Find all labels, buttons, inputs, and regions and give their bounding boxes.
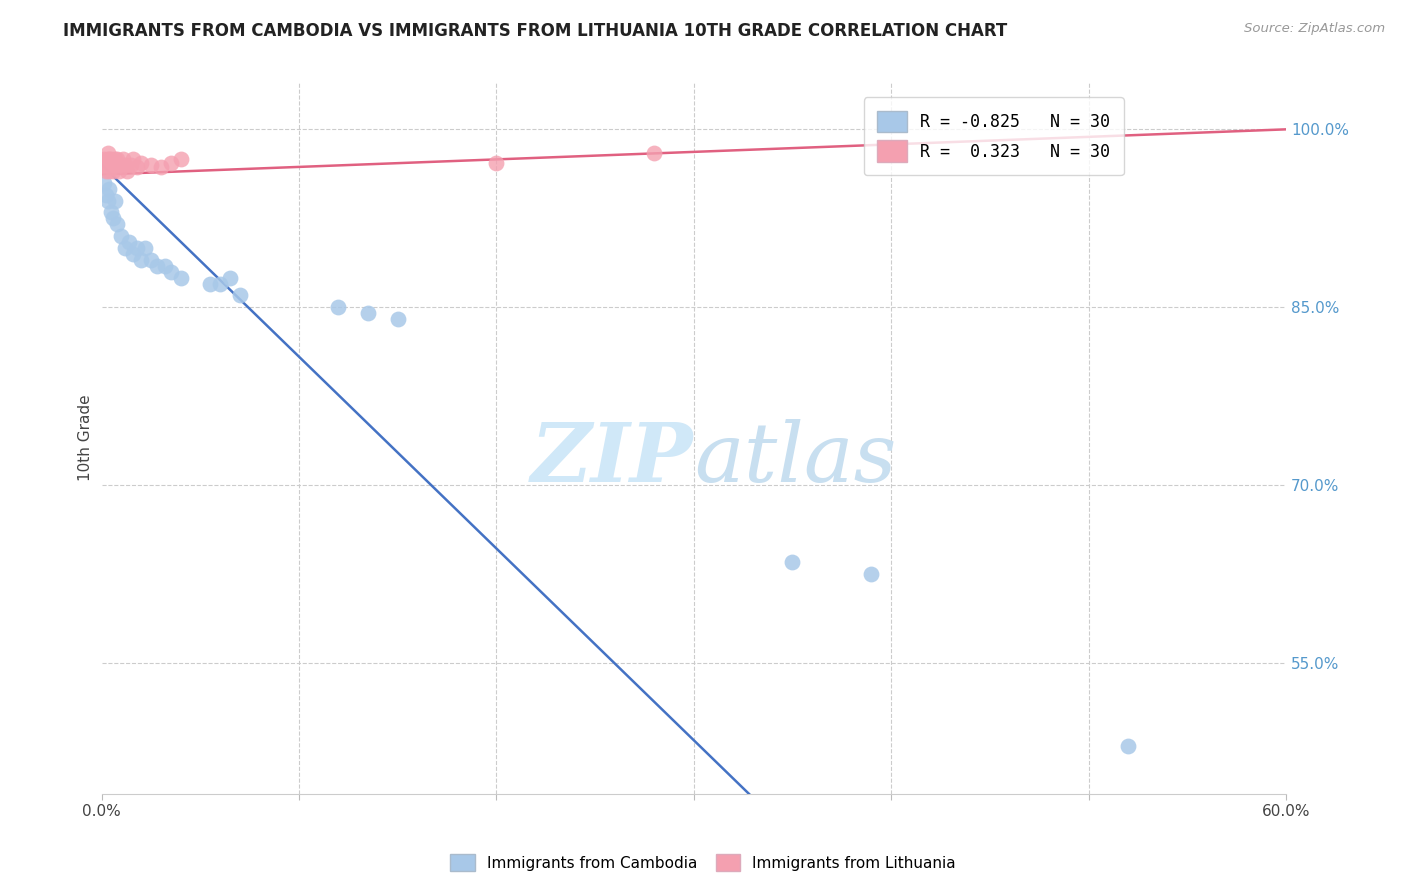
Point <box>96 152 118 166</box>
Legend: Immigrants from Cambodia, Immigrants from Lithuania: Immigrants from Cambodia, Immigrants fro… <box>444 848 962 877</box>
Point <box>122 152 145 166</box>
Point <box>110 158 132 172</box>
Point <box>98 164 121 178</box>
Point <box>100 152 122 166</box>
Point <box>93 158 115 172</box>
Point <box>198 277 221 291</box>
Point <box>139 252 162 267</box>
Point <box>98 152 121 166</box>
Point <box>219 270 242 285</box>
Point <box>169 270 191 285</box>
Point <box>357 306 380 320</box>
Text: Source: ZipAtlas.com: Source: ZipAtlas.com <box>1244 22 1385 36</box>
Point <box>105 152 128 166</box>
Point <box>485 155 508 169</box>
Text: ZIP: ZIP <box>531 419 693 500</box>
Point <box>127 161 149 175</box>
Point <box>153 259 176 273</box>
Point <box>112 152 135 166</box>
Y-axis label: 10th Grade: 10th Grade <box>79 394 93 481</box>
Legend: R = -0.825   N = 30, R =  0.323   N = 30: R = -0.825 N = 30, R = 0.323 N = 30 <box>863 97 1123 175</box>
Point <box>94 158 117 172</box>
Point <box>114 241 136 255</box>
Point <box>93 152 115 166</box>
Point <box>129 155 152 169</box>
Point <box>387 312 409 326</box>
Point <box>129 252 152 267</box>
Point <box>104 158 127 172</box>
Point <box>96 146 118 161</box>
Point <box>93 176 115 190</box>
Point <box>149 161 172 175</box>
Point <box>328 300 350 314</box>
Point <box>103 211 125 226</box>
Point <box>104 194 127 208</box>
Point <box>94 164 117 178</box>
Point <box>114 158 136 172</box>
Point <box>120 158 142 172</box>
Point <box>104 152 127 166</box>
Point <box>139 158 162 172</box>
Point <box>169 152 191 166</box>
Text: IMMIGRANTS FROM CAMBODIA VS IMMIGRANTS FROM LITHUANIA 10TH GRADE CORRELATION CHA: IMMIGRANTS FROM CAMBODIA VS IMMIGRANTS F… <box>63 22 1008 40</box>
Point <box>118 235 141 249</box>
Point <box>782 555 804 569</box>
Point <box>96 194 118 208</box>
Point <box>208 277 231 291</box>
Point <box>105 217 128 231</box>
Point <box>159 265 181 279</box>
Point <box>103 164 125 178</box>
Point <box>98 181 121 195</box>
Point <box>159 155 181 169</box>
Point <box>94 187 117 202</box>
Point <box>127 241 149 255</box>
Point <box>146 259 169 273</box>
Text: atlas: atlas <box>693 419 896 500</box>
Point <box>643 146 665 161</box>
Point <box>100 158 122 172</box>
Point <box>1116 739 1139 753</box>
Point <box>110 229 132 244</box>
Point <box>100 205 122 219</box>
Point <box>122 247 145 261</box>
Point <box>229 288 252 302</box>
Point <box>108 164 131 178</box>
Point <box>860 567 883 582</box>
Point <box>103 158 125 172</box>
Point <box>117 164 139 178</box>
Point <box>134 241 156 255</box>
